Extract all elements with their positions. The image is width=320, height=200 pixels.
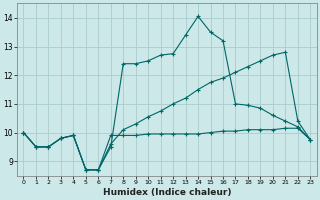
X-axis label: Humidex (Indice chaleur): Humidex (Indice chaleur) bbox=[103, 188, 231, 197]
